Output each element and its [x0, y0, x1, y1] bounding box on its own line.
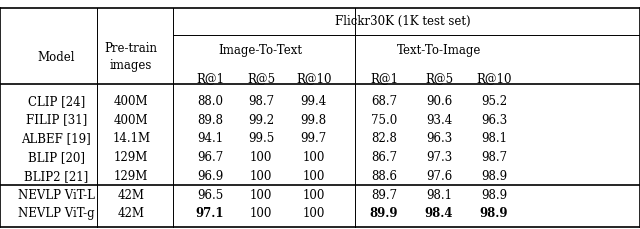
Text: 99.7: 99.7: [300, 132, 327, 145]
Text: R@5: R@5: [247, 71, 275, 84]
Text: 100: 100: [250, 169, 272, 182]
Text: 88.0: 88.0: [197, 94, 223, 107]
Text: 82.8: 82.8: [371, 132, 397, 145]
Text: 400M: 400M: [114, 113, 148, 126]
Text: 93.4: 93.4: [426, 113, 452, 126]
Text: 100: 100: [303, 169, 324, 182]
Text: 98.1: 98.1: [481, 132, 507, 145]
Text: Model: Model: [38, 51, 75, 64]
Text: 129M: 129M: [114, 150, 148, 163]
Text: R@1: R@1: [196, 71, 224, 84]
Text: 100: 100: [250, 188, 272, 201]
Text: 100: 100: [303, 150, 324, 163]
Text: NEVLP ViT-g: NEVLP ViT-g: [18, 206, 95, 219]
Text: 89.9: 89.9: [370, 206, 398, 219]
Text: 99.4: 99.4: [300, 94, 327, 107]
Text: R@5: R@5: [425, 71, 453, 84]
Text: BLIP2 [21]: BLIP2 [21]: [24, 169, 88, 182]
Text: Text-To-Image: Text-To-Image: [397, 44, 481, 57]
Text: 98.4: 98.4: [425, 206, 453, 219]
Text: 94.1: 94.1: [197, 132, 223, 145]
Text: 75.0: 75.0: [371, 113, 397, 126]
Text: 14.1M: 14.1M: [112, 132, 150, 145]
Text: 129M: 129M: [114, 169, 148, 182]
Text: 96.5: 96.5: [196, 188, 223, 201]
Text: 100: 100: [303, 188, 324, 201]
Text: 88.6: 88.6: [371, 169, 397, 182]
Text: 98.7: 98.7: [481, 150, 507, 163]
Text: CLIP [24]: CLIP [24]: [28, 94, 85, 107]
Text: 98.9: 98.9: [480, 206, 508, 219]
Text: FILIP [31]: FILIP [31]: [26, 113, 87, 126]
Text: 99.8: 99.8: [301, 113, 326, 126]
Text: 99.5: 99.5: [248, 132, 275, 145]
Text: 97.6: 97.6: [426, 169, 452, 182]
Text: 96.9: 96.9: [196, 169, 223, 182]
Text: 42M: 42M: [118, 188, 145, 201]
Text: 100: 100: [303, 206, 324, 219]
Text: 400M: 400M: [114, 94, 148, 107]
Text: 90.6: 90.6: [426, 94, 452, 107]
Text: 98.7: 98.7: [248, 94, 274, 107]
Text: ALBEF [19]: ALBEF [19]: [22, 132, 91, 145]
Text: 42M: 42M: [118, 206, 145, 219]
Text: 89.8: 89.8: [197, 113, 223, 126]
Text: R@1: R@1: [370, 71, 398, 84]
Text: 100: 100: [250, 206, 272, 219]
Text: R@10: R@10: [296, 71, 332, 84]
Text: 89.7: 89.7: [371, 188, 397, 201]
Text: NEVLP ViT-L: NEVLP ViT-L: [18, 188, 95, 201]
Text: 98.1: 98.1: [426, 188, 452, 201]
Text: Flickr30K (1K test set): Flickr30K (1K test set): [335, 15, 471, 28]
Text: 97.3: 97.3: [426, 150, 452, 163]
Text: 98.9: 98.9: [481, 169, 507, 182]
Text: 96.7: 96.7: [196, 150, 223, 163]
Text: Pre-train
images: Pre-train images: [105, 42, 157, 72]
Text: 68.7: 68.7: [371, 94, 397, 107]
Text: 99.2: 99.2: [248, 113, 274, 126]
Text: 98.9: 98.9: [481, 188, 507, 201]
Text: Image-To-Text: Image-To-Text: [218, 44, 303, 57]
Text: 96.3: 96.3: [426, 132, 452, 145]
Text: 95.2: 95.2: [481, 94, 507, 107]
Text: 96.3: 96.3: [481, 113, 508, 126]
Text: 86.7: 86.7: [371, 150, 397, 163]
Text: 100: 100: [250, 150, 272, 163]
Text: 97.1: 97.1: [196, 206, 224, 219]
Text: BLIP [20]: BLIP [20]: [28, 150, 85, 163]
Text: R@10: R@10: [476, 71, 512, 84]
